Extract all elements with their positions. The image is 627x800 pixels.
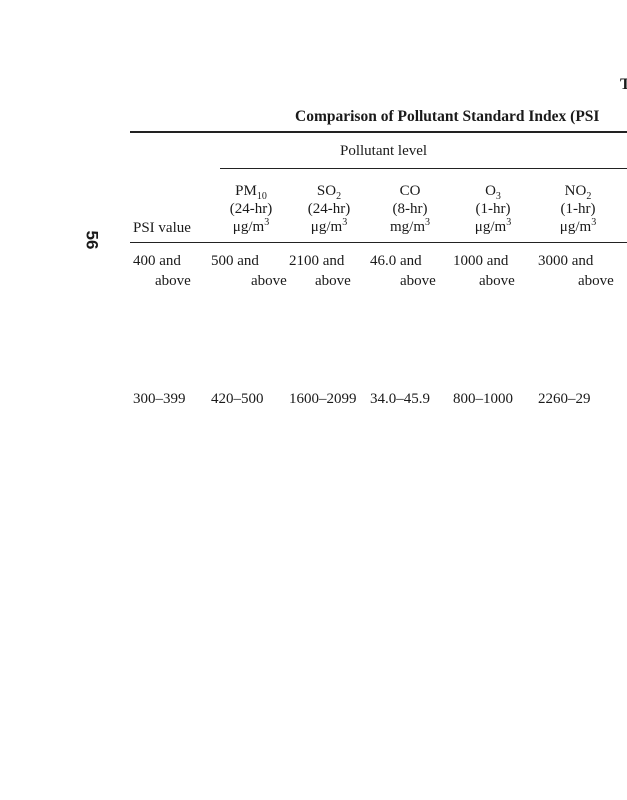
header-rule <box>130 242 627 243</box>
column-header: NO2 (1-hr) μg/m3 <box>559 183 597 235</box>
spanner-rule <box>220 168 627 169</box>
table-cell: 34.0–45.9 <box>370 391 430 407</box>
table-cell: above <box>479 273 515 289</box>
top-rule <box>130 131 627 133</box>
column-header: PM10 (24-hr) μg/m3 <box>229 183 273 235</box>
spanner-heading: Pollutant level <box>340 143 428 159</box>
table-title: Comparison of Pollutant Standard Index (… <box>295 108 600 125</box>
table-cell: above <box>578 273 614 289</box>
table-cell: above <box>251 273 287 289</box>
table-cell: 800–1000 <box>453 391 513 407</box>
column-header: O3 (1-hr) μg/m3 <box>474 183 512 235</box>
table-cell: 1000 and <box>453 253 509 269</box>
column-header: SO2 (24-hr) μg/m3 <box>307 183 351 235</box>
table-cell: 300–399 <box>133 391 186 407</box>
column-header: CO (8-hr) mg/m3 <box>389 183 430 235</box>
table-cell: 2260–29 <box>538 391 591 407</box>
header-psi-value: PSI value <box>133 220 191 236</box>
table-cell: 400 and <box>133 253 181 269</box>
table-cell: above <box>315 273 351 289</box>
table-cell: 2100 and <box>289 253 345 269</box>
running-head: T <box>620 76 627 93</box>
table-cell: 420–500 <box>211 391 264 407</box>
table-cell: 3000 and <box>538 253 594 269</box>
table-cell: 46.0 and <box>370 253 422 269</box>
page-number: 56 <box>82 230 102 250</box>
table-cell: above <box>400 273 436 289</box>
table-cell: 500 and <box>211 253 259 269</box>
table-cell: 1600–2099 <box>289 391 357 407</box>
table-cell: above <box>155 273 191 289</box>
